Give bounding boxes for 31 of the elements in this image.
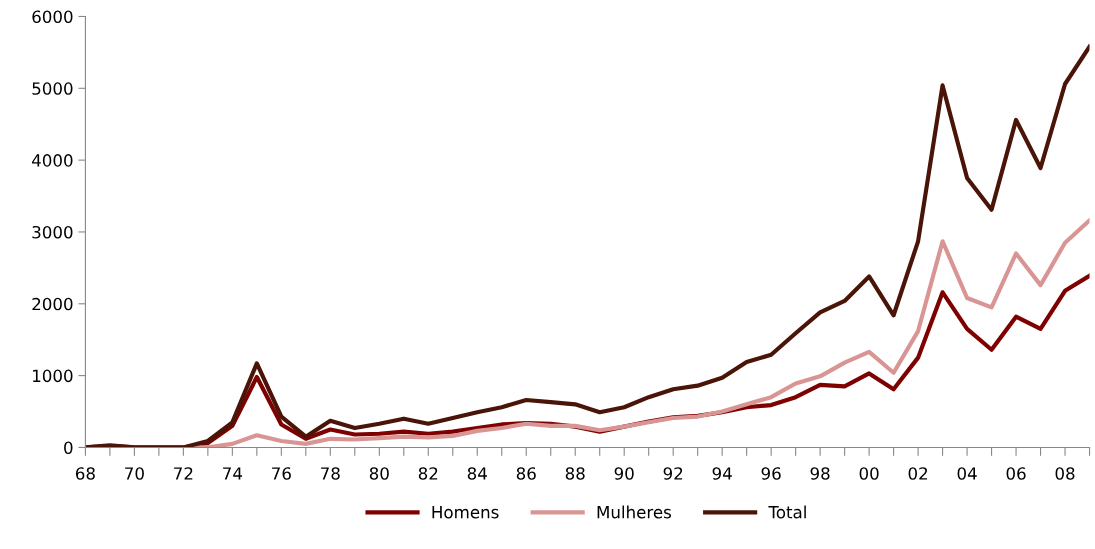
x-tick-label: 72 <box>174 467 193 480</box>
y-tick-label: 5000 <box>32 82 73 95</box>
legend-label: Homens <box>432 506 499 519</box>
legend-label: Mulheres <box>597 505 671 519</box>
x-tick-label: 98 <box>810 467 830 480</box>
x-tick-label: 82 <box>418 467 438 480</box>
x-tick-label: 00 <box>859 467 879 480</box>
x-tick-label: 88 <box>565 467 585 480</box>
x-tick-label: 04 <box>957 467 977 480</box>
legend-label: Total <box>768 505 806 519</box>
x-tick-label: 06 <box>1006 467 1026 480</box>
x-tick-label: 70 <box>125 467 144 480</box>
x-tick-label: 02 <box>908 467 928 480</box>
y-tick-label: 4000 <box>32 154 73 167</box>
x-tick-label: 76 <box>272 467 291 480</box>
x-tick-label: 94 <box>712 467 732 480</box>
x-tick-label: 86 <box>516 467 536 480</box>
y-tick-label: 1000 <box>33 369 73 383</box>
x-tick-label: 74 <box>223 467 243 480</box>
y-tick-label: 6000 <box>32 10 73 24</box>
x-tick-label: 78 <box>321 467 340 480</box>
x-tick-label: 92 <box>663 467 683 480</box>
x-tick-label: 96 <box>761 467 781 480</box>
y-tick-label: 2000 <box>32 297 73 311</box>
x-tick-label: 90 <box>614 467 634 480</box>
y-tick-label: 3000 <box>32 225 73 239</box>
y-tick-label: 0 <box>64 441 73 454</box>
x-tick-label: 80 <box>369 467 389 480</box>
x-tick-label: 08 <box>1055 467 1075 480</box>
x-tick-label: 84 <box>467 467 487 480</box>
x-tick-label: 68 <box>75 467 95 480</box>
